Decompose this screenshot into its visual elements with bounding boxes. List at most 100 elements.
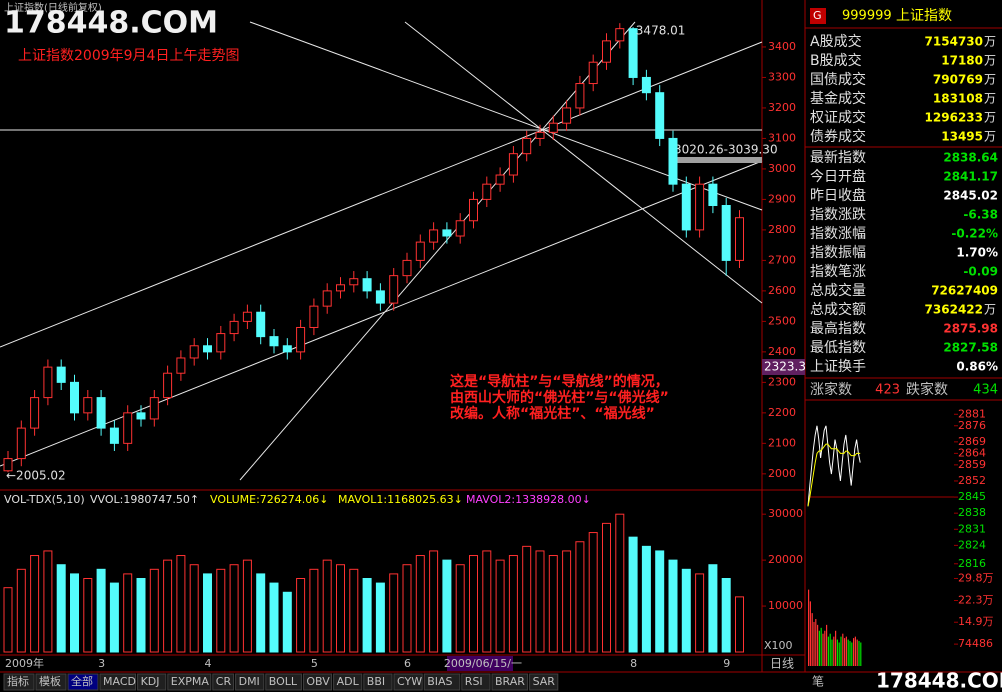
cursor-box [762,359,805,375]
tab-box[interactable] [35,673,67,691]
intraday-volume [847,639,849,666]
volume-bar [469,555,478,653]
intraday-volume [858,641,860,666]
y-tick-label: 2831 [958,522,986,535]
candle-body [309,305,319,328]
volume-bar [735,596,744,653]
volume-bar [415,555,425,653]
candle-body [269,336,279,347]
row-value: 13495 [941,130,983,144]
breadth-down: 434 [973,383,998,398]
candle-body [349,278,359,286]
readout: MAVOL2:1338928.00↓ [466,493,591,506]
volume-bar [309,568,319,653]
tab[interactable]: BIAS [427,675,452,688]
row-label: 指数振幅 [810,245,866,261]
row-label: 指数涨跌 [810,207,866,223]
volume-bar [628,536,638,653]
volume-bar [588,532,598,653]
volume-bar [269,582,279,653]
tab-box[interactable] [167,673,212,691]
tab[interactable]: 全部 [71,674,93,688]
tab-box[interactable] [67,673,99,691]
y-tick-label: 2845 [958,490,986,503]
volume-bar [362,578,372,653]
y-tick-label: 2300 [768,375,796,388]
tab-box[interactable] [529,673,559,691]
tab[interactable]: CR [216,675,232,688]
tab-box[interactable] [99,673,137,691]
tab-box[interactable] [235,673,265,691]
tab[interactable]: BBI [367,675,385,688]
tab[interactable]: BOLL [269,675,298,688]
candle-body [362,278,372,292]
name: 上证指数 [896,8,952,24]
volume-bar [123,573,133,653]
tab-box[interactable] [137,673,167,691]
candle-body [628,28,638,78]
candle-body [495,174,505,185]
row-value: 2827.58 [943,341,998,355]
tab[interactable]: ADL [337,675,360,688]
row-value: -6.38 [963,208,998,222]
tab-box[interactable] [393,673,423,691]
tab[interactable]: RSI [465,675,483,688]
row-value: 1296233 [925,111,983,125]
y-tick-label: 2500 [768,314,796,327]
candle-body [16,427,26,460]
intraday-volume [809,601,811,666]
tab[interactable]: OBV [306,675,330,688]
candle-body [229,320,239,335]
frames [0,0,1002,673]
period: 日线 [770,657,794,671]
candle-body [415,241,425,261]
x-tick-label: 2009年 [5,656,44,670]
indicator: VOL-TDX(5,10) [4,493,85,506]
window-title: 上证指数(日线前复权) [4,1,102,14]
tab[interactable]: 模板 [39,674,61,688]
breadth-label: 涨家数 [810,381,852,398]
tab-box[interactable] [265,673,302,691]
volume-bar [322,559,332,653]
candle-body [176,357,186,374]
tab-box[interactable] [461,673,491,691]
tab-box[interactable] [3,673,35,691]
volume-bar [695,573,705,653]
candle-body [469,198,478,222]
candle-body [56,366,66,383]
candle-body [242,311,252,322]
candle-body [588,61,598,85]
intraday-volume [818,630,820,666]
volume-bar [548,555,558,653]
volume-bar [242,559,252,653]
volume-bar [16,568,26,653]
volume-bar [615,513,625,653]
tab-box[interactable] [333,673,363,691]
tab-box[interactable] [363,673,393,691]
intraday-volume [849,641,851,666]
candle-body [322,290,332,307]
candle-body [375,290,385,304]
low-label: ←2005.02 [6,469,66,483]
tab[interactable]: CYW [397,675,422,688]
volume-bar [375,582,385,653]
cursor-price: 2323.3 [764,360,806,374]
x-tick-label: 2009/06/15/一 [444,657,522,670]
tab-box[interactable] [491,673,529,691]
tab-box[interactable] [423,673,461,691]
tab[interactable]: KDJ [141,675,160,688]
volume-bar [389,573,399,653]
note: 改编。人称“福光柱”、“福光线” [450,405,655,422]
volume-bar [402,564,412,653]
volume-bar [43,550,53,653]
y-tick-label: 3000 [768,162,796,175]
tab-box[interactable] [302,673,333,691]
tab[interactable]: EXPMA [171,675,210,688]
tab[interactable]: DMI [239,675,260,688]
tab[interactable]: MACD [103,675,136,688]
volume-bar [70,573,79,653]
tab[interactable]: BRAR [495,675,525,688]
tab[interactable]: 指标 [7,674,29,688]
tab[interactable]: SAR [533,675,556,688]
tab-box[interactable] [212,673,235,691]
